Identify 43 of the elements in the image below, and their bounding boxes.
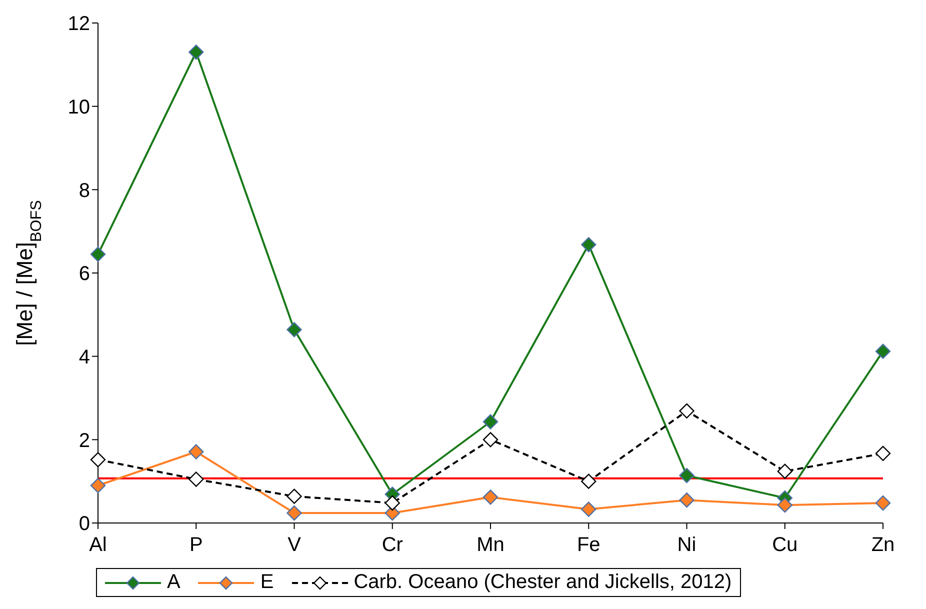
point [581,502,596,517]
x-tick-label: Al [89,534,107,556]
point [679,403,694,419]
point [188,444,204,460]
point [188,44,204,60]
y-tick-label: 4 [78,346,90,368]
x-tick-label: Cr [382,534,404,556]
legend-label: E [260,571,274,594]
x-tick-label: Cu [772,534,798,556]
point [286,488,302,504]
point [875,495,891,511]
point [679,492,694,508]
legend-label: A [167,571,180,594]
x-tick-label: P [189,534,203,556]
y-tick-label: 12 [68,13,90,36]
point [90,452,106,468]
point [90,478,106,494]
point [875,344,891,359]
point [482,414,498,430]
point [581,474,596,489]
point [90,246,106,262]
y-tick-label: 8 [78,180,90,202]
x-tick-label: V [288,534,302,556]
legend-label: Carb. Oceano (Chester and Jickells, 2012) [354,571,732,594]
point [286,322,302,338]
point [581,237,596,252]
x-tick-label: Zn [871,534,895,556]
point [777,464,792,479]
point [188,472,204,487]
x-tick-label: Fe [576,534,600,556]
y-tick-label: 2 [78,430,90,452]
point [482,490,498,505]
y-tick-label: 10 [68,96,90,118]
point [875,446,891,462]
point [482,432,498,448]
point [286,505,302,521]
point [679,468,694,484]
y-tick-label: 0 [78,513,90,536]
x-tick-label: Mn [476,534,504,556]
x-tick-label: Ni [677,534,696,556]
point [777,497,792,513]
y-tick-label: 6 [78,263,90,286]
point [384,495,400,511]
